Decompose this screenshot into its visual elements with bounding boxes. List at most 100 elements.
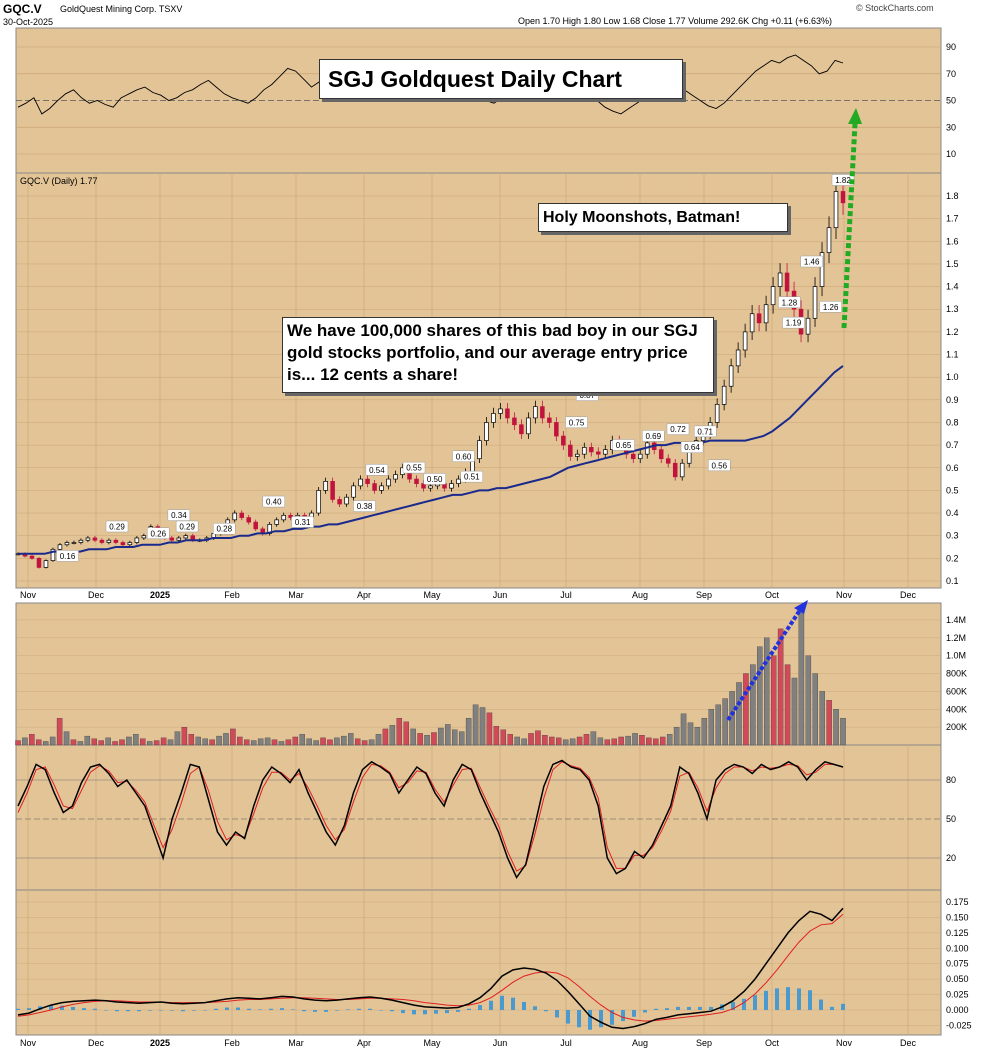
- volume-bar: [625, 735, 631, 746]
- macd-histogram-bar: [709, 1006, 713, 1010]
- volume-bar: [708, 709, 715, 746]
- price-y-tick: 1.4: [946, 282, 959, 292]
- price-candle: [393, 474, 398, 480]
- company-name: GoldQuest Mining Corp. TSXV: [60, 4, 183, 14]
- volume-bar: [798, 610, 805, 746]
- price-candle: [183, 535, 189, 539]
- price-callout: 0.87: [579, 391, 595, 400]
- price-callout-box: [565, 416, 588, 429]
- macd-histogram-bar: [313, 1010, 317, 1012]
- volume-bar: [43, 741, 49, 746]
- volume-bar: [348, 733, 354, 746]
- volume-bar: [757, 646, 763, 746]
- price-candle: [721, 385, 727, 405]
- volume-bar: [472, 704, 479, 746]
- volume-bar: [77, 741, 84, 746]
- price-candle: [575, 453, 580, 457]
- blue-arrow-shaft: [726, 608, 802, 722]
- macd-histogram-bar: [225, 1007, 229, 1010]
- volume-bar: [223, 733, 229, 746]
- macd-histogram-bar: [676, 1006, 680, 1010]
- macd-x-tick: Mar: [288, 1038, 304, 1048]
- price-callout: 1.26: [823, 303, 839, 312]
- macd-y-tick: 0.050: [946, 974, 969, 984]
- volume-bar: [819, 691, 825, 746]
- price-candle: [484, 422, 489, 441]
- volume-bar: [29, 734, 35, 746]
- volume-bar: [521, 738, 527, 746]
- price-callout: 0.54: [369, 466, 385, 475]
- volume-bar: [70, 739, 77, 746]
- volume-bar: [257, 738, 264, 746]
- price-legend: GQC.V (Daily) 1.77: [20, 176, 98, 186]
- macd-histogram-bar: [522, 1001, 526, 1010]
- macd-histogram-bar: [588, 1010, 592, 1030]
- price-y-tick: 0.8: [946, 417, 959, 427]
- macd-histogram-bar: [456, 1010, 460, 1012]
- price-callout: 1.82: [835, 176, 851, 185]
- volume-bar: [569, 738, 576, 746]
- macd-histogram-bar: [445, 1010, 449, 1014]
- volume-bar: [306, 738, 312, 746]
- price-candle: [253, 521, 258, 530]
- volume-bar: [632, 733, 638, 746]
- price-candle: [358, 478, 363, 487]
- price-callout-box: [680, 441, 704, 453]
- rsi-y-tick: 10: [946, 149, 956, 159]
- price-y-tick: 0.4: [946, 508, 959, 518]
- macd-histogram-bar: [82, 1008, 86, 1010]
- volume-bar: [98, 740, 104, 746]
- sto-y-tick: 80: [946, 775, 956, 785]
- macd-histogram-bar: [302, 1010, 306, 1012]
- macd-x-tick: Sep: [696, 1038, 712, 1048]
- macd-histogram-bar: [269, 1008, 273, 1010]
- price-candle: [840, 191, 846, 204]
- macd-histogram-bar: [555, 1010, 559, 1018]
- macd-histogram-bar: [335, 1010, 339, 1011]
- macd-histogram-bar: [797, 988, 801, 1010]
- price-candle: [756, 313, 762, 324]
- vol-y-tick: 400K: [946, 704, 967, 714]
- volume-bar: [63, 731, 70, 746]
- price-callout: 0.28: [216, 525, 232, 534]
- volume-bar: [237, 736, 243, 746]
- price-callout-box: [693, 425, 717, 438]
- price-y-tick: 1.7: [946, 214, 959, 224]
- stochastic-signal-line: [17, 761, 844, 872]
- volume-bar: [833, 709, 839, 746]
- price-callout-box: [291, 516, 314, 528]
- price-candle: [246, 517, 251, 523]
- volume-bar: [604, 739, 611, 746]
- price-candle: [232, 512, 237, 521]
- price-candle: [106, 539, 112, 543]
- volume-bar: [750, 664, 756, 746]
- volume-bar: [334, 737, 340, 746]
- price-callout-box: [105, 520, 129, 533]
- macd-histogram-bar: [808, 990, 812, 1010]
- price-y-tick: 1.6: [946, 236, 959, 246]
- macd-histogram-bar: [192, 1010, 196, 1011]
- price-candle: [365, 478, 370, 484]
- macd-histogram-bar: [214, 1008, 218, 1010]
- price-candle: [637, 453, 643, 460]
- price-callout-box: [782, 316, 805, 329]
- volume-bar: [209, 739, 215, 746]
- macd-histogram-bar: [49, 1005, 53, 1010]
- price-candle: [770, 286, 776, 306]
- price-callout: 0.64: [684, 443, 700, 452]
- price-candle: [141, 535, 147, 539]
- price-y-tick: 1.1: [946, 350, 959, 360]
- price-y-tick: 0.6: [946, 463, 959, 473]
- price-candle: [449, 483, 454, 489]
- price-y-tick: 0.1: [946, 576, 959, 586]
- macd-histogram-bar: [621, 1010, 625, 1022]
- price-candle: [372, 483, 377, 491]
- macd-histogram-bar: [280, 1008, 284, 1010]
- price-callout: 0.16: [60, 552, 76, 561]
- volume-bar: [618, 736, 624, 746]
- vol-y-tick: 1.4M: [946, 615, 966, 625]
- price-candle: [665, 458, 671, 464]
- price-candle: [113, 539, 119, 543]
- price-candle: [630, 453, 636, 460]
